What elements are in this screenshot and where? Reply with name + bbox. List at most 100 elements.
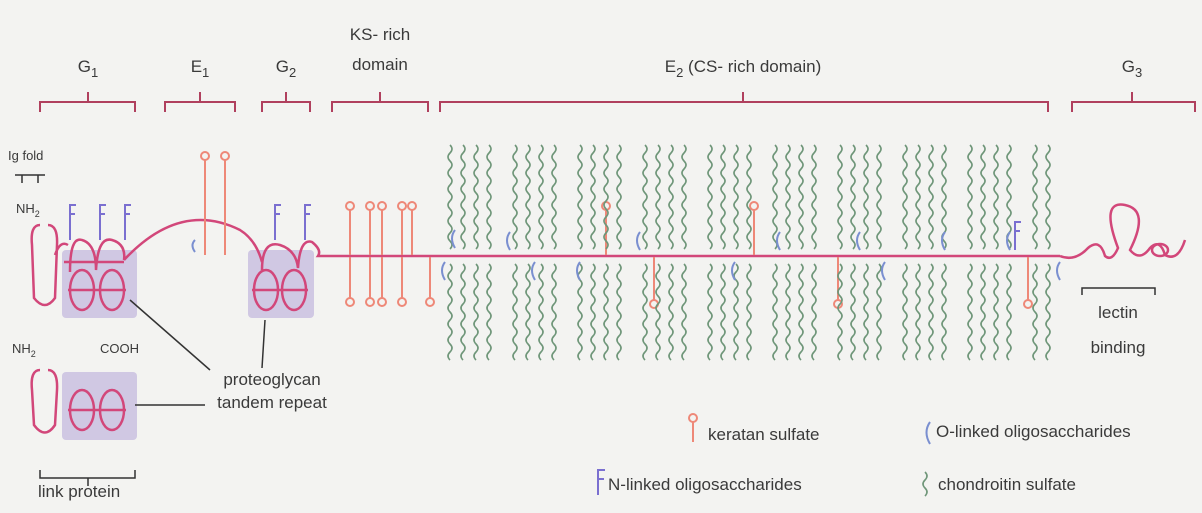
chondroitin-sulfate <box>1033 145 1037 249</box>
keratan-sulfate-head <box>366 202 374 210</box>
keratan-sulfate-head <box>346 298 354 306</box>
chondroitin-sulfate <box>526 145 530 249</box>
chondroitin-sulfate <box>708 264 712 360</box>
legend-label: O-linked oligosaccharides <box>936 422 1131 441</box>
chondroitin-sulfate <box>877 264 881 360</box>
legend-label: chondroitin sulfate <box>938 475 1076 494</box>
domain-label: G1 <box>78 57 98 80</box>
chondroitin-sulfate <box>916 264 920 360</box>
nh2-label: NH2 <box>12 341 36 359</box>
keratan-sulfate-head <box>426 298 434 306</box>
chondroitin-sulfate <box>604 264 608 360</box>
legend-label: keratan sulfate <box>708 425 820 444</box>
chondroitin-sulfate <box>812 264 816 360</box>
chondroitin-sulfate <box>916 145 920 249</box>
chondroitin-sulfate <box>591 145 595 249</box>
chondroitin-sulfate <box>1046 264 1050 360</box>
chondroitin-sulfate <box>773 145 777 249</box>
chondroitin-sulfate <box>968 145 972 249</box>
chondroitin-sulfate <box>552 145 556 249</box>
chondroitin-sulfate <box>591 264 595 360</box>
chondroitin-sulfate <box>981 145 985 249</box>
keratan-sulfate-head <box>201 152 209 160</box>
tandem-repeat-label: tandem repeat <box>217 393 327 412</box>
chondroitin-sulfate <box>721 264 725 360</box>
chondroitin-sulfate <box>721 145 725 249</box>
brackets <box>40 92 1195 112</box>
chondroitin-sulfate <box>604 145 608 249</box>
legend-label: N-linked oligosaccharides <box>608 475 802 494</box>
domain-label: E2 (CS- rich domain) <box>665 57 822 80</box>
chondroitin-sulfate <box>552 264 556 360</box>
tandem-repeat-label: proteoglycan <box>223 370 320 389</box>
chondroitin-sulfate <box>747 145 751 249</box>
chondroitin-sulfate <box>682 145 686 249</box>
chondroitin-sulfate <box>1033 264 1037 360</box>
chondroitin-sulfate <box>448 145 452 249</box>
chondroitin-sulfate <box>461 145 465 249</box>
keratan-sulfate-head <box>346 202 354 210</box>
chondroitin-sulfate <box>643 264 647 360</box>
chondroitin-sulfate <box>656 145 660 249</box>
chondroitin-sulfate <box>786 145 790 249</box>
chondroitin-sulfate <box>734 145 738 249</box>
chondroitin-sulfate <box>981 264 985 360</box>
chondroitin-sulfate <box>656 264 660 360</box>
chondroitin-sulfate <box>513 145 517 249</box>
nh2-label: NH2 <box>16 201 40 219</box>
chondroitin-sulfate <box>799 264 803 360</box>
chondroitin-sulfate <box>747 264 751 360</box>
chondroitin-sulfate <box>578 145 582 249</box>
chondroitin-sulfate <box>1007 264 1011 360</box>
chondroitin-sulfate <box>643 145 647 249</box>
lectin-binding-label: binding <box>1091 338 1146 357</box>
chondroitin-sulfate <box>812 145 816 249</box>
chondroitin-sulfate <box>864 264 868 360</box>
chondroitin-sulfate <box>526 264 530 360</box>
keratan-sulfate-head <box>398 202 406 210</box>
chondroitin-sulfate <box>851 264 855 360</box>
chondroitin-sulfate <box>474 264 478 360</box>
keratan-sulfate-head <box>398 298 406 306</box>
chondroitin-sulfate <box>994 264 998 360</box>
keratan-sulfate-head <box>378 298 386 306</box>
chondroitin-sulfate <box>942 264 946 360</box>
o-linked-chains <box>193 222 1061 280</box>
domain-label: G2 <box>276 57 296 80</box>
keratan-sulfate-head <box>408 202 416 210</box>
chondroitin-sulfate <box>851 145 855 249</box>
chondroitin-sulfate <box>838 145 842 249</box>
cooh-label: COOH <box>100 341 139 356</box>
chondroitin-sulfate <box>487 145 491 249</box>
chondroitin-sulfate <box>773 264 777 360</box>
chondroitin-sulfate <box>487 264 491 360</box>
chondroitin-sulfate <box>877 145 881 249</box>
chondroitin-sulfate <box>474 145 478 249</box>
chondroitin-sulfate <box>539 264 543 360</box>
chondroitin-sulfate <box>968 264 972 360</box>
ig-fold-label: Ig fold <box>8 148 43 163</box>
chondroitin-sulfate <box>838 264 842 360</box>
chondroitin-sulfate <box>929 145 933 249</box>
keratan-sulfate-head <box>750 202 758 210</box>
chondroitin-sulfate <box>513 264 517 360</box>
domain-label: KS- rich <box>350 25 410 44</box>
keratan-sulfate-head <box>221 152 229 160</box>
chondroitin-sulfate-chains <box>448 145 1050 360</box>
chondroitin-sulfate <box>903 145 907 249</box>
chondroitin-sulfate <box>669 264 673 360</box>
keratan-sulfate-head <box>366 298 374 306</box>
chondroitin-sulfate <box>617 145 621 249</box>
chondroitin-sulfate <box>682 264 686 360</box>
chondroitin-sulfate <box>669 145 673 249</box>
legend: keratan sulfate O-linked oligosaccharide… <box>598 414 1131 496</box>
chondroitin-sulfate <box>864 145 868 249</box>
chondroitin-sulfate <box>461 264 465 360</box>
chondroitin-sulfate <box>929 264 933 360</box>
domain-label: E1 <box>191 57 210 80</box>
chondroitin-sulfate <box>617 264 621 360</box>
keratan-sulfate-head <box>378 202 386 210</box>
domain-label: G3 <box>1122 57 1142 80</box>
chondroitin-sulfate <box>708 145 712 249</box>
chondroitin-sulfate <box>799 145 803 249</box>
